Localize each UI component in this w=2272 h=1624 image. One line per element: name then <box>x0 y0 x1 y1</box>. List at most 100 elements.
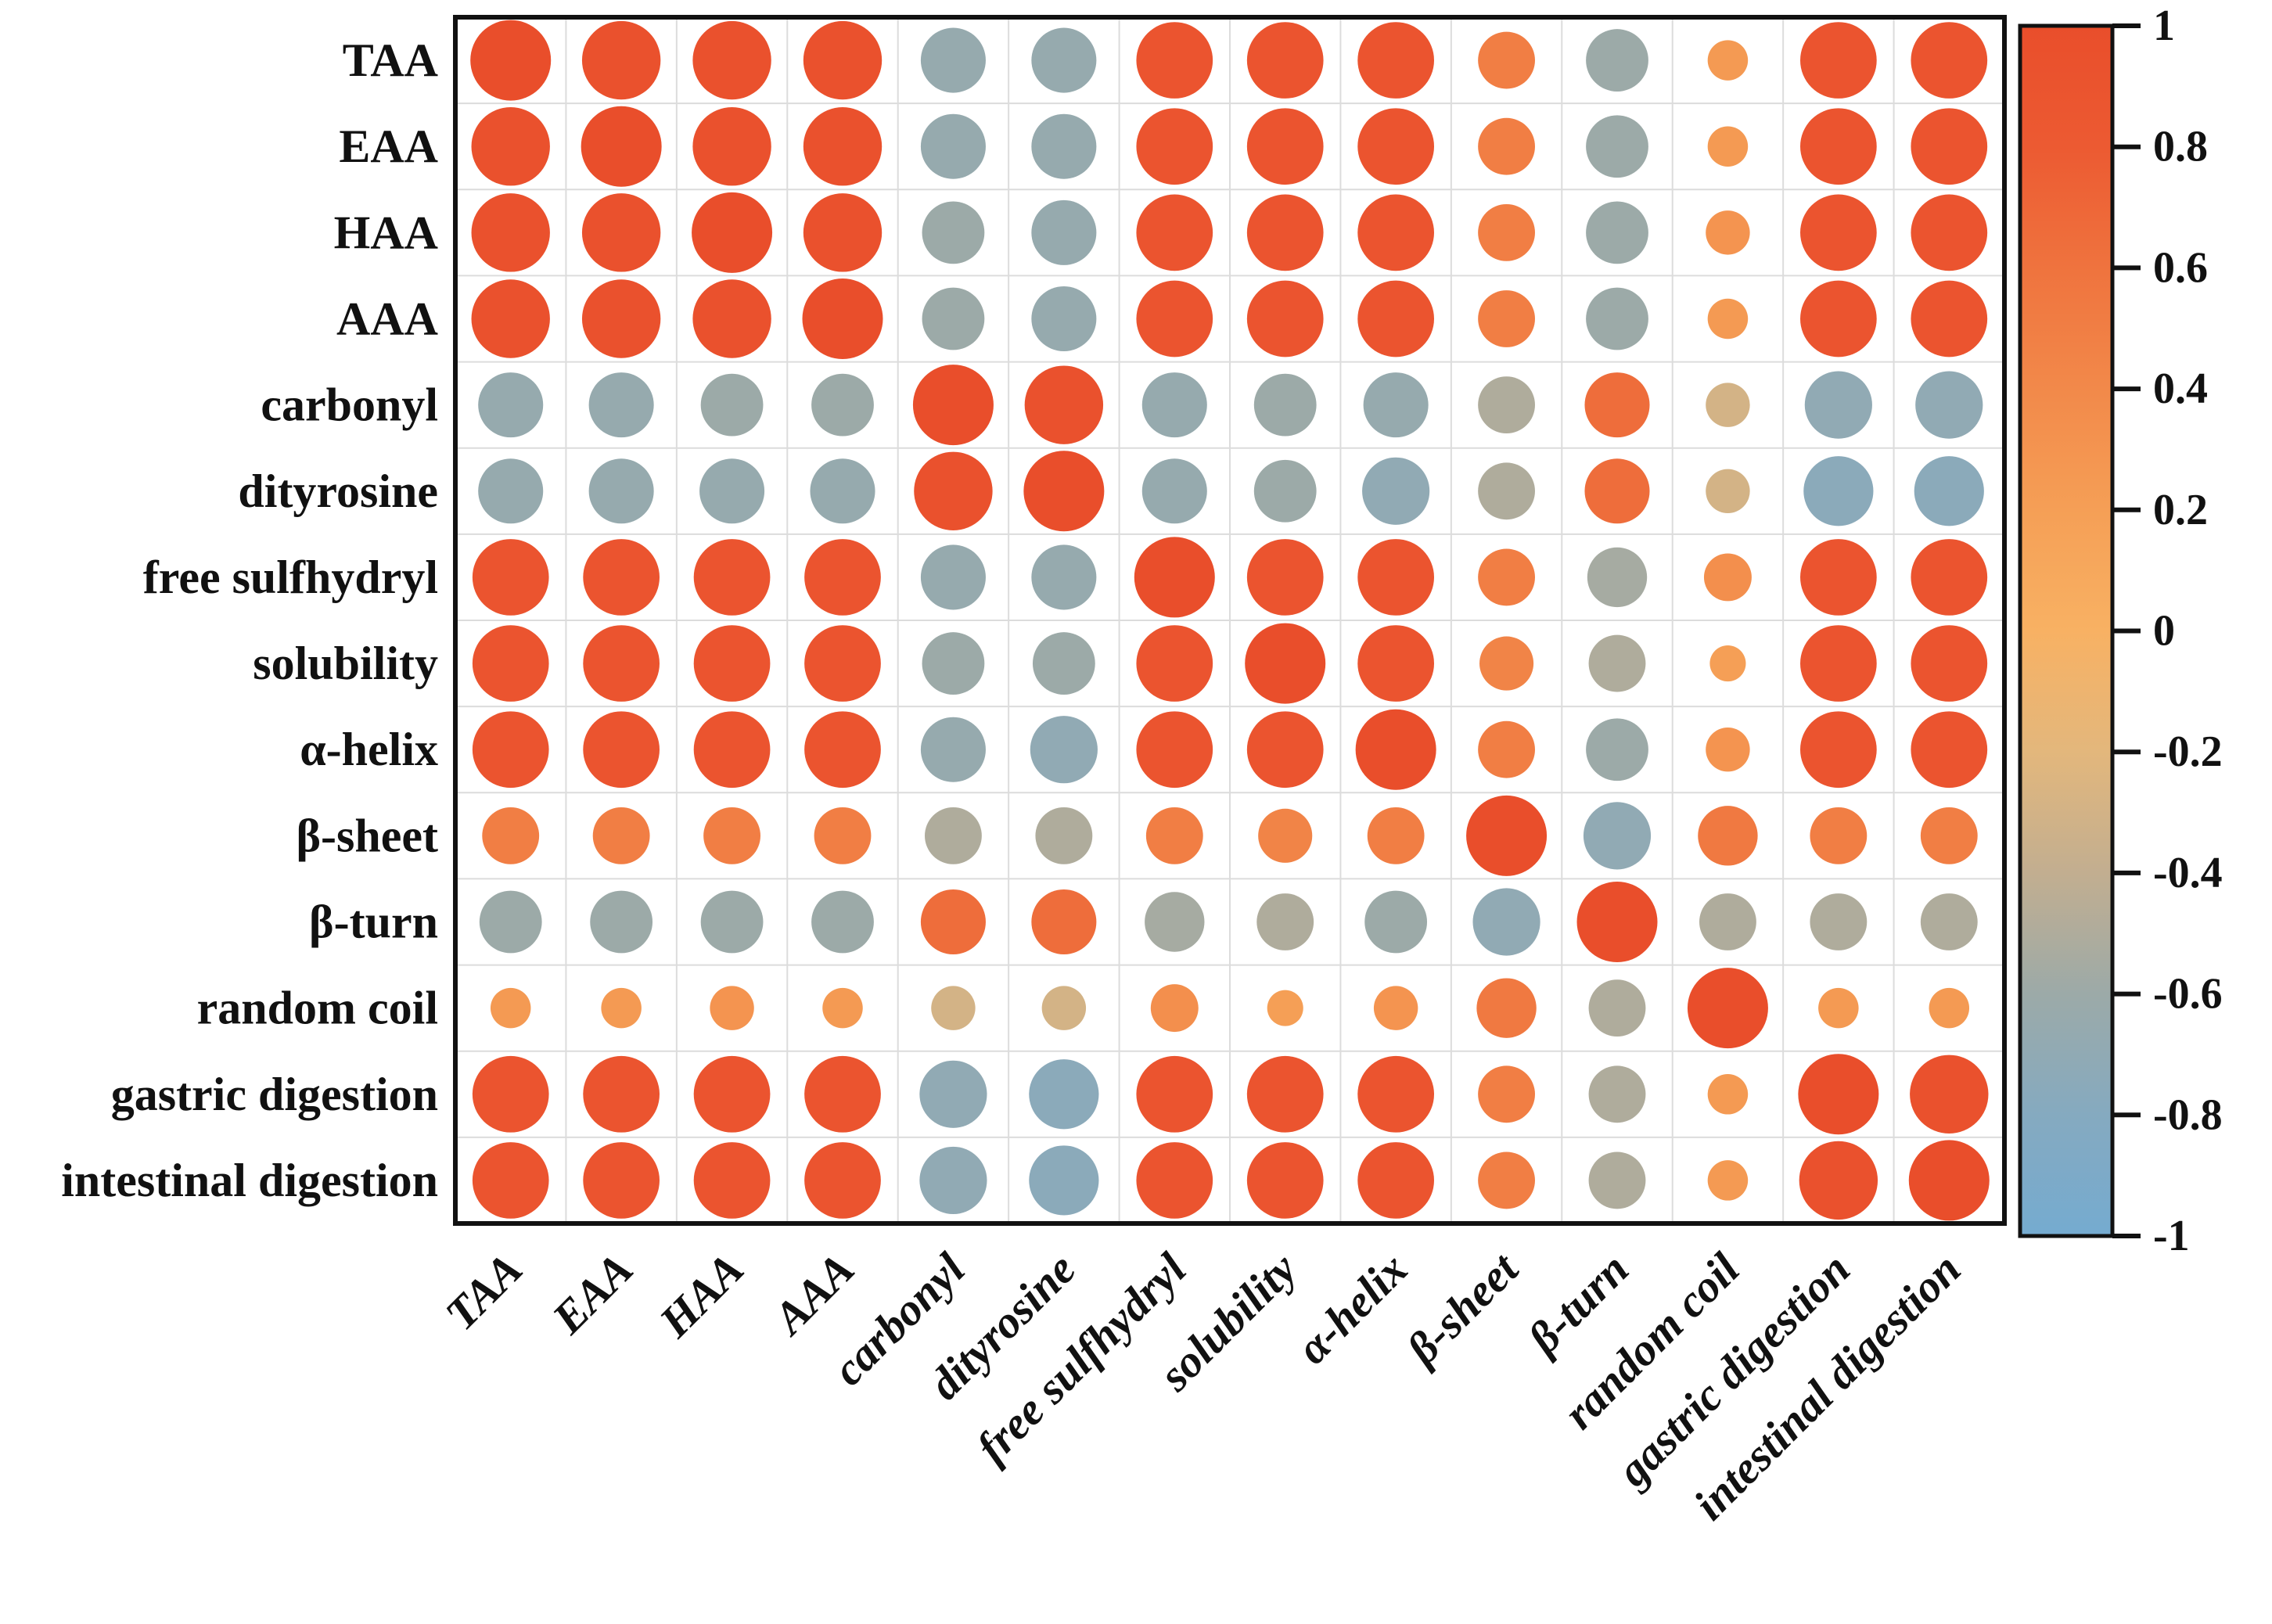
correlation-dot <box>1911 194 1988 271</box>
correlation-dot <box>1246 194 1324 271</box>
correlation-dot <box>1800 108 1877 185</box>
correlation-dot <box>1800 625 1877 702</box>
correlation-dot <box>1364 890 1428 954</box>
correlation-dot <box>1357 22 1434 99</box>
colorbar-tick-label: -0.6 <box>2153 970 2223 1019</box>
y-axis-label: β-sheet <box>296 810 438 861</box>
colorbar-tick-label: 0.2 <box>2153 486 2208 534</box>
colorbar-tick-label: -0.8 <box>2153 1090 2223 1139</box>
correlation-dot <box>1920 893 1978 950</box>
correlation-dot <box>1583 802 1652 870</box>
correlation-dot <box>1709 645 1746 682</box>
correlation-dot <box>1707 126 1749 167</box>
correlation-dot <box>693 1055 771 1133</box>
correlation-dot <box>1586 718 1648 781</box>
plot-border <box>453 15 2007 1226</box>
correlation-dot <box>804 1142 881 1219</box>
correlation-dot <box>1910 1055 1989 1134</box>
correlation-dot <box>700 373 764 437</box>
correlation-dot <box>700 890 764 954</box>
correlation-dot <box>1911 22 1988 99</box>
correlation-dot <box>1466 795 1548 876</box>
correlation-dot <box>1245 623 1326 704</box>
correlation-dot <box>1911 108 1988 185</box>
correlation-dot <box>1357 625 1434 702</box>
x-axis-label: HAA <box>649 1243 753 1347</box>
correlation-dot <box>692 20 771 100</box>
correlation-dot <box>1246 1142 1324 1219</box>
correlation-dot <box>1911 280 1988 357</box>
y-axis-label: intestinal digestion <box>61 1155 438 1206</box>
correlation-dot <box>1472 888 1540 956</box>
correlation-dot <box>1699 893 1756 950</box>
correlation-dot <box>1023 451 1105 532</box>
correlation-dot <box>1586 115 1648 178</box>
y-axis-label: free sulfhydryl <box>143 552 438 603</box>
correlation-dot <box>1687 968 1768 1049</box>
correlation-dot <box>692 279 771 358</box>
correlation-dot <box>1478 376 1535 434</box>
correlation-dot <box>1024 365 1104 444</box>
correlation-dot <box>590 890 653 954</box>
correlation-dot <box>922 632 985 695</box>
correlation-dot <box>472 1055 549 1133</box>
correlation-dot <box>581 106 662 187</box>
correlation-dot <box>920 113 986 179</box>
correlation-dot <box>811 890 874 954</box>
correlation-dot <box>922 287 985 350</box>
correlation-dot <box>1150 984 1199 1033</box>
correlation-dot <box>1798 1054 1879 1135</box>
y-axis-label: TAA <box>343 34 438 86</box>
correlation-dot <box>1030 716 1098 784</box>
correlation-dot <box>1253 373 1317 437</box>
correlation-dot <box>1035 807 1093 864</box>
correlation-dot <box>1141 372 1207 438</box>
correlation-dot <box>479 890 542 954</box>
x-axis-label: α-helix <box>1287 1243 1418 1374</box>
correlation-dot <box>1246 280 1324 357</box>
correlation-dot <box>1031 544 1097 610</box>
y-axis-label: random coil <box>197 983 438 1034</box>
correlation-dot <box>583 625 660 702</box>
correlation-dot <box>912 365 994 446</box>
colorbar-tick-label: -0.4 <box>2153 849 2223 897</box>
correlation-dot <box>1586 287 1648 350</box>
correlation-dot <box>1908 1140 1990 1221</box>
correlation-dot <box>803 107 883 186</box>
correlation-dot <box>581 20 661 100</box>
correlation-dot <box>1804 371 1872 439</box>
correlation-dot <box>1476 978 1537 1038</box>
y-axis-label: solubility <box>253 638 438 689</box>
colorbar-tick-label: 0 <box>2153 607 2175 656</box>
correlation-dot <box>1355 709 1436 790</box>
correlation-dot <box>1911 625 1988 702</box>
colorbar-tick-label: 0.6 <box>2153 243 2208 292</box>
correlation-dot <box>1810 807 1868 864</box>
correlation-dot <box>1810 893 1868 950</box>
x-axis-label: EAA <box>542 1243 643 1344</box>
correlation-dot <box>1357 280 1434 357</box>
correlation-dot <box>1373 986 1418 1030</box>
correlation-dot <box>1479 636 1534 691</box>
correlation-dot <box>1134 537 1215 618</box>
correlation-dot <box>1588 1152 1646 1209</box>
correlation-dot <box>1267 990 1303 1026</box>
correlation-dot <box>490 987 531 1029</box>
correlation-dot <box>1246 22 1324 99</box>
correlation-dot <box>804 539 881 616</box>
correlation-dot <box>692 192 773 273</box>
correlation-dot <box>1357 108 1434 185</box>
correlation-dot <box>1929 987 1970 1029</box>
x-axis-label: AAA <box>762 1243 864 1345</box>
correlation-dot <box>1041 986 1087 1030</box>
correlation-dot <box>1029 1145 1099 1216</box>
correlation-dot <box>803 20 883 100</box>
correlation-dot <box>920 544 986 610</box>
correlation-dot <box>1588 979 1646 1037</box>
correlation-dot <box>1246 1055 1324 1133</box>
correlation-dot <box>920 889 986 955</box>
colorbar-tick-label: -1 <box>2153 1212 2190 1260</box>
correlation-dot <box>472 625 549 702</box>
correlation-dot <box>1586 29 1648 92</box>
correlation-dot <box>472 1142 549 1219</box>
